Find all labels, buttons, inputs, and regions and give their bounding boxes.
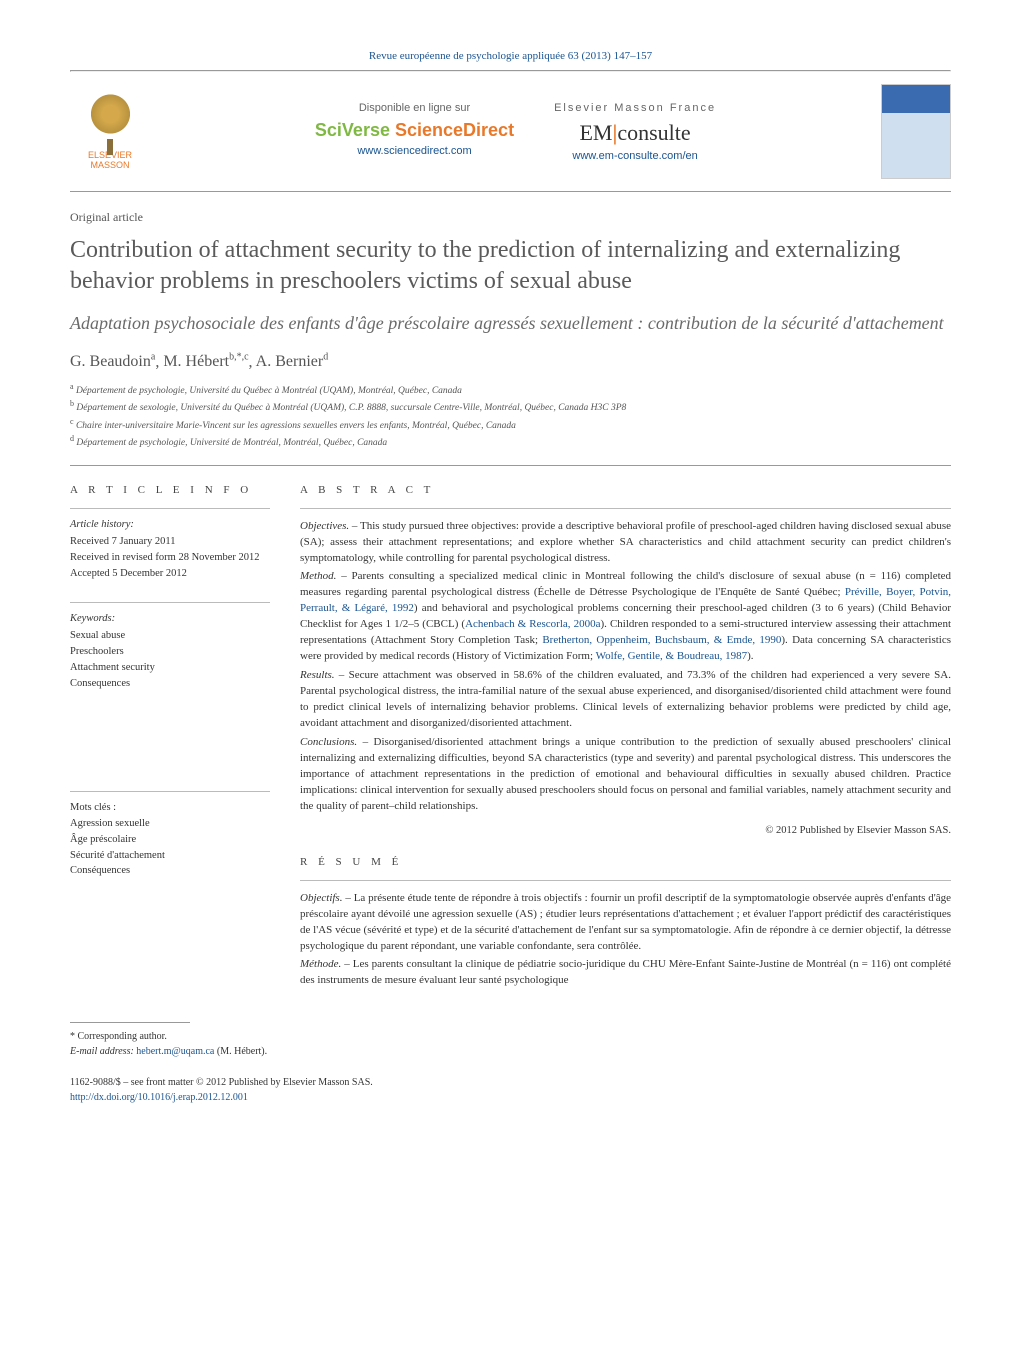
article-history-block: Article history: Received 7 January 2011… bbox=[70, 508, 270, 582]
emconsulte-url[interactable]: www.em-consulte.com/en bbox=[554, 150, 716, 162]
em-logo: EM|consulte bbox=[554, 120, 716, 146]
journal-cover-thumbnail bbox=[881, 84, 951, 179]
abstract-heading: A B S T R A C T bbox=[300, 484, 951, 496]
footnote-divider bbox=[70, 1022, 190, 1023]
doi-block: 1162-9088/$ – see front matter © 2012 Pu… bbox=[70, 1075, 951, 1105]
keywords-block: Keywords: Sexual abuse Preschoolers Atta… bbox=[70, 602, 270, 692]
history-label: Article history: bbox=[70, 517, 270, 533]
copyright-line: © 2012 Published by Elsevier Masson SAS. bbox=[300, 823, 951, 838]
email-line: E-mail address: hebert.m@uqam.ca (M. Héb… bbox=[70, 1044, 951, 1059]
affiliation: b Département de sexologie, Université d… bbox=[70, 398, 951, 415]
divider bbox=[70, 191, 951, 192]
em-part-a: EM bbox=[579, 120, 612, 145]
resume-objectifs: Objectifs. – La présente étude tente de … bbox=[300, 891, 951, 955]
keyword: Sexual abuse bbox=[70, 628, 270, 644]
abstract-method: Method. – Parents consulting a specializ… bbox=[300, 569, 951, 665]
revised-date: Received in revised form 28 November 201… bbox=[70, 550, 270, 566]
keyword: Attachment security bbox=[70, 660, 270, 676]
article-title-english: Contribution of attachment security to t… bbox=[70, 235, 951, 297]
corresponding-author: * Corresponding author. bbox=[70, 1029, 951, 1044]
mots-cles-block: Mots clés : Agression sexuelle Âge présc… bbox=[70, 791, 270, 879]
affiliation: a Département de psychologie, Université… bbox=[70, 381, 951, 398]
publisher-bar: ELSEVIER MASSON Disponible en ligne sur … bbox=[70, 72, 951, 191]
authors-list: G. Beaudoina, M. Hébertb,*,c, A. Bernier… bbox=[70, 352, 951, 371]
affiliations: a Département de psychologie, Université… bbox=[70, 381, 951, 451]
info-abstract-row: A R T I C L E I N F O Article history: R… bbox=[70, 466, 951, 993]
journal-reference: Revue européenne de psychologie appliqué… bbox=[70, 50, 951, 62]
mot-cle: Conséquences bbox=[70, 863, 270, 879]
mot-cle: Sécurité d'attachement bbox=[70, 848, 270, 864]
avail-text: Disponible en ligne sur bbox=[315, 102, 514, 114]
article-type: Original article bbox=[70, 210, 951, 225]
mot-cle: Agression sexuelle bbox=[70, 816, 270, 832]
emconsulte-block: Elsevier Masson France EM|consulte www.e… bbox=[554, 102, 716, 162]
author: G. Beaudoina bbox=[70, 353, 155, 370]
article-title-french: Adaptation psychosociale des enfants d'â… bbox=[70, 311, 951, 335]
sciencedirect-block: Disponible en ligne sur SciVerse Science… bbox=[315, 102, 514, 162]
sciverse-brand: SciVerse ScienceDirect bbox=[315, 120, 514, 141]
article-info-column: A R T I C L E I N F O Article history: R… bbox=[70, 466, 270, 993]
author-email-link[interactable]: hebert.m@uqam.ca bbox=[136, 1046, 214, 1057]
abstract-conclusions: Conclusions. – Disorganised/disoriented … bbox=[300, 735, 951, 815]
em-part-b: consulte bbox=[617, 120, 690, 145]
keyword: Preschoolers bbox=[70, 644, 270, 660]
mots-label: Mots clés : bbox=[70, 800, 270, 816]
mot-cle: Âge préscolaire bbox=[70, 832, 270, 848]
citation-link[interactable]: Wolfe, Gentile, & Boudreau, 1987 bbox=[596, 650, 748, 662]
resume-methode: Méthode. – Les parents consultant la cli… bbox=[300, 957, 951, 989]
author: A. Bernierd bbox=[256, 353, 329, 370]
sciencedirect-url[interactable]: www.sciencedirect.com bbox=[315, 145, 514, 157]
received-date: Received 7 January 2011 bbox=[70, 534, 270, 550]
accepted-date: Accepted 5 December 2012 bbox=[70, 566, 270, 582]
doi-link[interactable]: http://dx.doi.org/10.1016/j.erap.2012.12… bbox=[70, 1090, 951, 1105]
elsevier-tree-icon bbox=[83, 92, 138, 147]
affiliation: c Chaire inter-universitaire Marie-Vince… bbox=[70, 416, 951, 433]
elsevier-logo: ELSEVIER MASSON bbox=[70, 87, 150, 177]
em-brand-line: Elsevier Masson France bbox=[554, 102, 716, 114]
abstract-objectives: Objectives. – This study pursued three o… bbox=[300, 519, 951, 567]
sciverse-word2: ScienceDirect bbox=[395, 120, 514, 140]
citation-link[interactable]: Achenbach & Rescorla, 2000a bbox=[465, 618, 600, 630]
resume-heading: R É S U M É bbox=[300, 856, 951, 868]
affiliation: d Département de psychologie, Université… bbox=[70, 433, 951, 450]
keyword: Consequences bbox=[70, 676, 270, 692]
article-info-heading: A R T I C L E I N F O bbox=[70, 484, 270, 496]
footnotes: * Corresponding author. E-mail address: … bbox=[70, 1029, 951, 1059]
abstract-body: Objectives. – This study pursued three o… bbox=[300, 508, 951, 838]
abstract-results: Results. – Secure attachment was observe… bbox=[300, 668, 951, 732]
citation-link[interactable]: Bretherton, Oppenheim, Buchsbaum, & Emde… bbox=[542, 634, 781, 646]
abstract-column: A B S T R A C T Objectives. – This study… bbox=[300, 466, 951, 993]
sciverse-word1: SciVerse bbox=[315, 120, 390, 140]
resume-body: Objectifs. – La présente étude tente de … bbox=[300, 880, 951, 990]
author: M. Hébertb,*,c bbox=[163, 353, 248, 370]
keywords-label: Keywords: bbox=[70, 611, 270, 627]
front-matter-line: 1162-9088/$ – see front matter © 2012 Pu… bbox=[70, 1075, 951, 1090]
publisher-center: Disponible en ligne sur SciVerse Science… bbox=[170, 102, 861, 162]
